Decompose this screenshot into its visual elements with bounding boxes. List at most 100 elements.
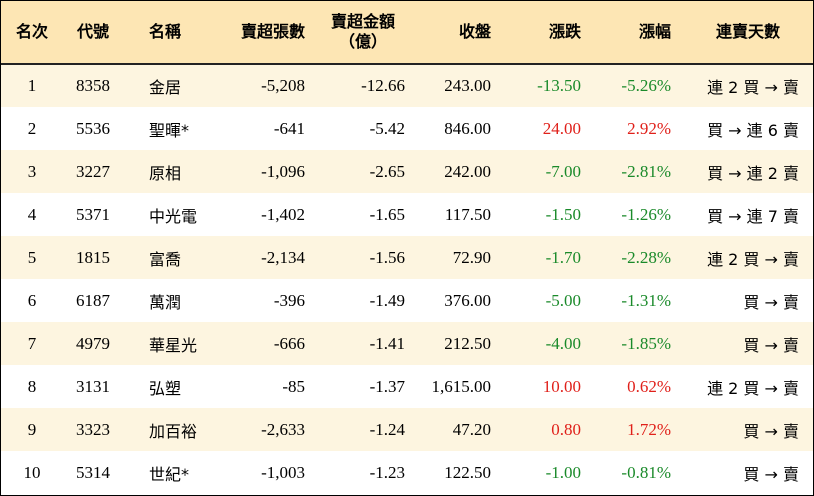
code-cell: 3131 [76,376,110,396]
header-row: 名次 代號 名稱 賣超張數 賣超金額 （億） 收盤 漲跌 漲幅 連賣天數 [1,1,813,65]
streak-cell: 買 → 連 7 賣 [707,206,799,226]
change-pct-cell: 1.72% [627,419,671,439]
table-row: 5 1815 富喬 -2,134 -1.56 72.90 -1.70 -2.28% 連 2 買 … [1,236,813,279]
net-sell-amount-cell: -12.66 [361,76,405,95]
rank-cell: 7 [27,333,37,353]
change-pct-cell: 0.62% [627,376,671,396]
code-cell: 6187 [76,290,110,310]
header-net-sell-amount-line1: 賣超金額 [330,12,395,31]
change-pct-cell: -1.26% [621,204,671,224]
rank-cell: 3 [27,161,37,181]
header-name: 名稱 [123,1,213,65]
code-cell: 8358 [76,76,110,95]
change-cell: 0.80 [551,419,581,439]
rank-cell: 9 [27,419,37,439]
rank-cell: 4 [27,204,37,224]
change-cell: -1.50 [545,204,581,224]
header-net-sell-lots: 賣超張數 [213,1,313,65]
table-row: 2 5536 聖暉* -641 -5.42 846.00 24.00 2.92% 買 → 連 6… [1,107,813,150]
header-net-sell-amount-line2: （億） [338,32,387,51]
table-row: 10 5314 世紀* -1,003 -1.23 122.50 -1.00 -0.81% 買 →… [1,451,813,494]
code-cell: 5371 [76,204,110,224]
streak-cell: 買 → 賣 [743,421,799,441]
streak-cell: 買 → 賣 [743,464,799,484]
table-row: 3 3227 原相 -1,096 -2.65 242.00 -7.00 -2.81% 買 → 連… [1,150,813,193]
name-cell: 萬潤 [149,292,182,312]
code-cell: 5536 [76,118,110,138]
header-net-sell-amount: 賣超金額 （億） [313,1,413,65]
name-cell: 加百裕 [149,421,198,441]
code-cell: 1815 [76,247,110,267]
table-row: 9 3323 加百裕 -2,633 -1.24 47.20 0.80 1.72% 買 → 賣 [1,408,813,451]
close-cell: 47.20 [452,419,491,439]
name-cell: 華星光 [149,335,198,355]
net-sell-lots-cell: -1,402 [261,204,305,224]
change-pct-cell: -1.31% [621,290,671,310]
net-sell-lots-cell: -5,208 [261,76,305,95]
change-pct-cell: -0.81% [621,462,671,482]
code-cell: 5314 [76,462,110,482]
change-cell: -1.70 [545,247,581,267]
streak-cell: 連 2 買 → 賣 [707,78,799,97]
table-row: 1 8358 金居 -5,208 -12.66 243.00 -13.50 -5.26% 連 2… [1,64,813,107]
rank-cell: 1 [27,76,37,95]
table-body: 1 8358 金居 -5,208 -12.66 243.00 -13.50 -5.26% 連 2… [1,64,813,494]
close-cell: 376.00 [444,290,491,310]
rank-cell: 5 [27,247,37,267]
close-cell: 846.00 [444,118,491,138]
change-cell: -13.50 [537,76,581,95]
close-cell: 122.50 [444,462,491,482]
name-cell: 聖暉* [149,120,190,140]
net-sell-amount-cell: -1.37 [369,376,405,396]
code-cell: 3323 [76,419,110,439]
net-sell-lots-cell: -85 [282,376,305,396]
name-cell: 世紀* [149,464,190,484]
change-pct-cell: -1.85% [621,333,671,353]
net-sell-lots-cell: -2,134 [261,247,305,267]
code-cell: 4979 [76,333,110,353]
change-cell: 10.00 [542,376,581,396]
streak-cell: 連 2 買 → 賣 [707,249,799,269]
net-sell-lots-cell: -666 [273,333,305,353]
streak-cell: 連 2 買 → 賣 [707,378,799,398]
close-cell: 1,615.00 [431,376,492,396]
code-cell: 3227 [76,161,110,181]
streak-cell: 買 → 賣 [743,292,799,312]
header-close: 收盤 [413,1,503,65]
header-code: 代號 [63,1,123,65]
streak-cell: 買 → 賣 [743,335,799,355]
table-row: 4 5371 中光電 -1,402 -1.65 117.50 -1.50 -1.26% 買 → … [1,193,813,236]
net-sell-amount-cell: -1.56 [369,247,405,267]
table-row: 8 3131 弘塑 -85 -1.37 1,615.00 10.00 0.62% 連 2 買 →… [1,365,813,408]
table-row: 6 6187 萬潤 -396 -1.49 376.00 -5.00 -1.31% 買 → 賣 [1,279,813,322]
net-sell-amount-cell: -5.42 [369,118,405,138]
rank-cell: 8 [27,376,37,396]
name-cell: 弘塑 [149,378,182,398]
change-cell: -4.00 [545,333,581,353]
name-cell: 富喬 [149,249,182,269]
net-sell-lots-cell: -1,003 [261,462,305,482]
table-row: 7 4979 華星光 -666 -1.41 212.50 -4.00 -1.85% 買 → 賣 [1,322,813,365]
header-change-pct: 漲幅 [593,1,683,65]
name-cell: 中光電 [149,206,198,226]
header-rank: 名次 [1,1,63,65]
header-change: 漲跌 [503,1,593,65]
change-pct-cell: -2.28% [621,247,671,267]
streak-cell: 買 → 連 2 賣 [707,163,799,183]
close-cell: 117.50 [444,204,491,224]
change-pct-cell: -5.26% [621,76,671,95]
close-cell: 242.00 [444,161,491,181]
net-sell-amount-cell: -1.24 [369,419,405,439]
change-cell: -5.00 [545,290,581,310]
change-pct-cell: -2.81% [621,161,671,181]
net-sell-lots-cell: -1,096 [261,161,305,181]
close-cell: 212.50 [444,333,491,353]
net-sell-lots-cell: -2,633 [261,419,305,439]
net-sell-amount-cell: -1.23 [369,462,405,482]
change-cell: -7.00 [545,161,581,181]
close-cell: 243.00 [444,76,491,95]
net-sell-amount-cell: -2.65 [369,161,405,181]
name-cell: 原相 [149,163,182,183]
